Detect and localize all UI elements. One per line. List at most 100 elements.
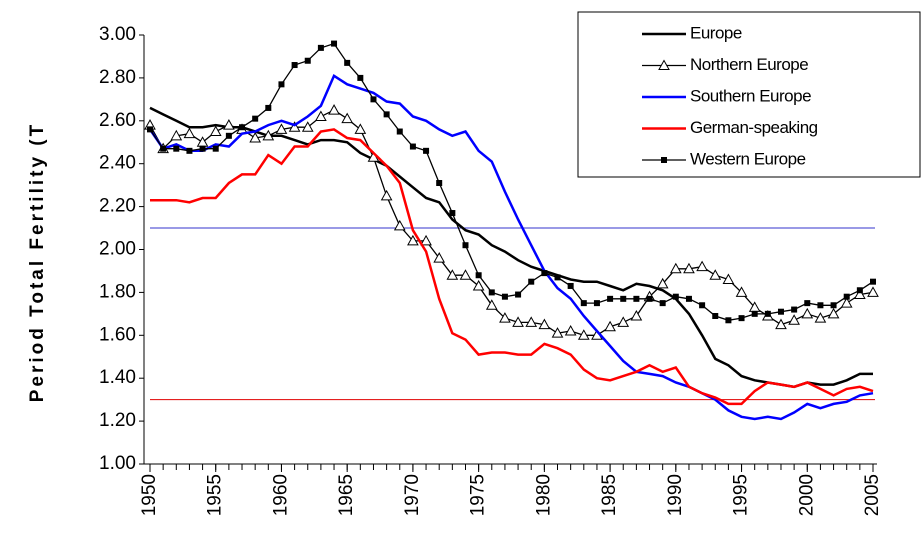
triangle-marker (840, 297, 853, 308)
square-marker (777, 308, 784, 315)
triangle-marker (459, 269, 472, 280)
square-marker (541, 270, 548, 277)
legend-label: Western Europe (690, 149, 806, 168)
series-line (148, 73, 874, 421)
triangle-marker (775, 318, 787, 330)
legend-label: German-speaking (690, 118, 818, 137)
triangle-marker (472, 279, 485, 291)
triangle-marker (315, 110, 327, 122)
square-marker (843, 293, 850, 300)
triangle-marker (407, 234, 419, 246)
square-marker (804, 300, 811, 307)
y-tick-label: 2.40 (99, 153, 136, 174)
triangle-marker (538, 318, 551, 330)
square-marker (817, 302, 824, 309)
triangle-marker (814, 312, 827, 323)
square-marker (633, 295, 640, 302)
square-marker (291, 62, 298, 69)
square-marker (212, 145, 219, 152)
triangle-marker (722, 273, 735, 285)
triangle-marker (328, 104, 340, 115)
square-marker (488, 289, 495, 296)
square-marker (370, 96, 377, 103)
square-marker (856, 287, 863, 294)
triangle-marker (617, 316, 630, 327)
triangle-marker (301, 121, 314, 132)
legend-label: Europe (690, 23, 742, 42)
y-tick-label: 1.60 (99, 324, 136, 345)
triangle-marker (380, 189, 393, 201)
square-marker (186, 147, 193, 154)
y-tick-label: 2.80 (99, 67, 136, 88)
triangle-marker (735, 286, 748, 297)
square-marker (593, 300, 600, 307)
square-marker (344, 59, 351, 66)
triangle-marker (630, 309, 643, 321)
square-marker (304, 57, 311, 64)
square-marker (396, 128, 403, 135)
square-marker (265, 104, 272, 111)
triangle-marker (275, 123, 288, 134)
triangle-marker (525, 316, 538, 327)
y-tick-label: 1.00 (99, 453, 136, 474)
x-tick-label: 1995 (731, 474, 752, 516)
x-tick-label: 1985 (599, 474, 620, 516)
square-marker (751, 310, 758, 317)
square-marker (528, 278, 535, 285)
series-line (150, 128, 874, 406)
triangle-marker (801, 307, 814, 319)
triangle-marker (577, 329, 590, 340)
triangle-marker (827, 307, 840, 319)
triangle-marker (262, 129, 275, 141)
triangle-marker (867, 286, 879, 297)
square-marker (580, 300, 587, 307)
square-marker (554, 274, 561, 281)
x-tick-label: 1970 (402, 474, 423, 516)
triangle-marker (709, 269, 722, 280)
square-marker (685, 295, 692, 302)
square-marker (147, 126, 153, 133)
x-tick-label: 2000 (796, 474, 817, 516)
triangle-marker (485, 299, 498, 310)
square-marker (501, 293, 508, 300)
triangle-marker (499, 312, 511, 323)
square-marker (173, 145, 180, 152)
triangle-marker (433, 252, 446, 263)
legend-label: Southern Europe (690, 86, 811, 105)
triangle-marker (551, 327, 564, 338)
triangle-marker (854, 288, 866, 300)
square-marker (699, 302, 706, 309)
x-tick-label: 1950 (139, 474, 160, 516)
triangle-marker (288, 121, 301, 132)
square-marker (659, 300, 666, 307)
x-tick-label: 1990 (665, 474, 686, 516)
triangle-marker (170, 129, 183, 141)
square-marker (567, 282, 574, 289)
square-marker (331, 40, 338, 47)
square-marker (436, 180, 443, 187)
y-axis-label: Period Total Fertility (T (27, 122, 48, 403)
triangle-marker (512, 316, 524, 327)
square-marker (409, 143, 416, 150)
square-marker (712, 312, 719, 319)
square-marker (646, 295, 653, 302)
square-marker (738, 315, 745, 322)
y-tick-label: 2.00 (99, 239, 136, 260)
square-marker (252, 115, 259, 122)
square-marker (423, 147, 430, 154)
square-marker (199, 145, 206, 152)
square-marker (515, 291, 522, 298)
square-marker (383, 111, 390, 118)
square-marker (475, 272, 482, 279)
square-marker (278, 81, 285, 88)
triangle-marker (341, 112, 354, 124)
triangle-marker (183, 127, 196, 139)
x-tick-label: 1960 (270, 474, 291, 516)
square-marker (791, 306, 798, 313)
square-marker (317, 44, 324, 51)
y-tick-label: 2.60 (99, 110, 136, 131)
y-tick-label: 1.40 (99, 367, 136, 388)
triangle-marker (420, 234, 432, 246)
triangle-marker (393, 219, 406, 231)
